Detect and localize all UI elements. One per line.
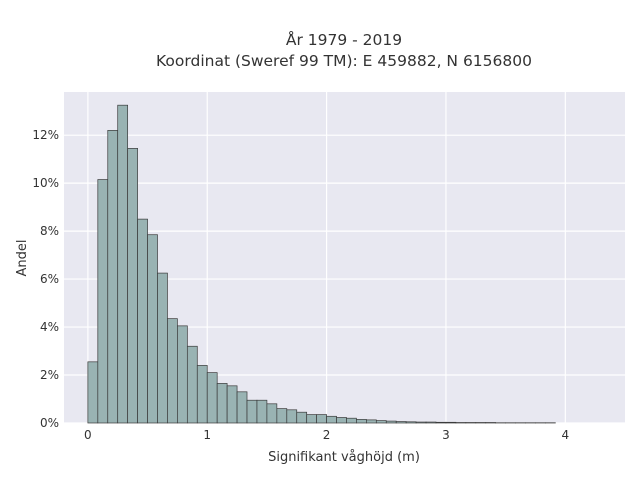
- y-axis-title: Andel: [15, 240, 30, 277]
- histogram-bar: [375, 420, 387, 424]
- y-tick-label: 6%: [40, 272, 59, 286]
- histogram-bar: [236, 391, 248, 424]
- x-tick-label: 4: [561, 428, 569, 442]
- chart-title-line-2: Koordinat (Sweref 99 TM): E 459882, N 61…: [156, 52, 532, 70]
- y-tick-label: 8%: [40, 224, 59, 238]
- histogram-bar: [216, 383, 228, 424]
- histogram-bar: [425, 421, 437, 424]
- chart-title-line-1: År 1979 - 2019: [286, 30, 402, 49]
- histogram-bar: [246, 399, 258, 424]
- histogram-bar: [206, 372, 218, 424]
- histogram-bar: [326, 415, 337, 424]
- x-tick-labels: 0 1 2 3 4: [84, 428, 569, 442]
- histogram-bars: [87, 104, 556, 424]
- histogram-bar: [276, 408, 288, 424]
- histogram-bar: [385, 420, 397, 424]
- histogram-bar: [356, 419, 367, 424]
- y-tick-label: 4%: [40, 320, 59, 334]
- y-tick-labels: 0% 2% 4% 6% 8% 10% 12%: [32, 128, 59, 430]
- y-tick-label: 0%: [40, 416, 59, 430]
- histogram-bar: [147, 234, 158, 424]
- x-tick-label: 0: [84, 428, 92, 442]
- histogram-bar: [127, 148, 138, 424]
- histogram-bar: [167, 318, 178, 424]
- histogram-bar: [117, 104, 129, 424]
- histogram-bar: [346, 417, 357, 424]
- histogram-bar: [137, 218, 148, 424]
- histogram-bar: [405, 421, 417, 424]
- histogram-bar: [395, 421, 407, 424]
- histogram-bar: [196, 365, 208, 424]
- histogram-bar: [336, 417, 347, 424]
- histogram-bar: [415, 421, 427, 424]
- histogram-bar: [306, 414, 317, 424]
- x-tick-label: 2: [323, 428, 331, 442]
- x-tick-label: 1: [203, 428, 211, 442]
- histogram-bar: [435, 421, 447, 424]
- y-tick-label: 2%: [40, 368, 59, 382]
- y-tick-label: 12%: [32, 128, 59, 142]
- histogram-bar: [97, 179, 109, 424]
- x-tick-label: 3: [442, 428, 450, 442]
- histogram-bar: [226, 385, 238, 424]
- histogram-bar: [296, 411, 308, 424]
- histogram-bar: [177, 325, 188, 424]
- x-axis-title: Signifikant våghöjd (m): [268, 450, 420, 465]
- histogram-bar: [157, 272, 168, 424]
- histogram-bar: [286, 409, 298, 424]
- y-tick-label: 10%: [32, 176, 59, 190]
- histogram-bar: [366, 419, 377, 424]
- histogram-bar: [256, 399, 268, 424]
- histogram-bar: [107, 130, 119, 424]
- histogram-bar: [445, 421, 457, 424]
- histogram-bar: [316, 414, 327, 424]
- histogram-bar: [266, 403, 278, 424]
- histogram-bar: [87, 361, 99, 424]
- histogram-bar: [186, 345, 198, 424]
